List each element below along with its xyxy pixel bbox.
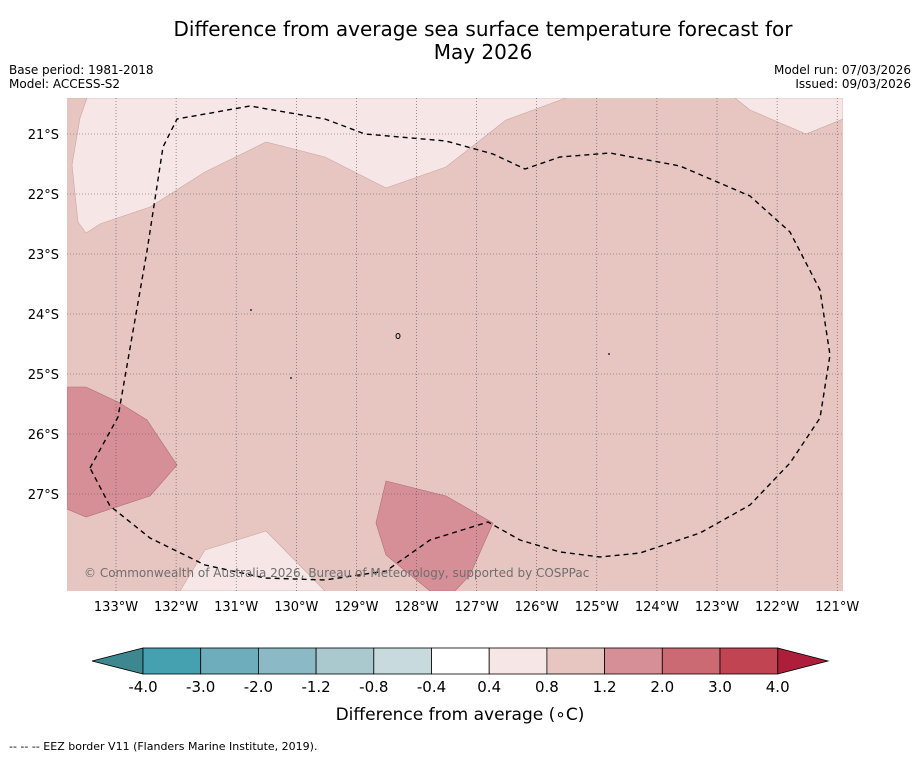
- x-tick-label: 124°W: [635, 600, 679, 615]
- model-run: Model run: 07/03/2026: [773, 63, 911, 77]
- x-tick-label: 122°W: [755, 600, 799, 615]
- x-tick-label: 133°W: [94, 600, 138, 615]
- x-tick-label: 123°W: [695, 600, 739, 615]
- colorbar-tick-label: 4.0: [766, 678, 790, 696]
- y-tick-label: 25°S: [28, 368, 59, 383]
- y-tick-label: 26°S: [28, 428, 59, 443]
- field-light-north-west: [67, 98, 567, 234]
- y-tick-label: 23°S: [28, 248, 59, 263]
- colorbar: [91, 647, 830, 675]
- colorbar-tick-label: -1.2: [301, 678, 330, 696]
- x-axis-labels: 133°W 132°W 131°W 130°W 129°W 128°W 127°W 126°W…: [94, 600, 860, 615]
- colorbar-segment: [661, 647, 721, 675]
- meta-left: Base period: 1981-2018 Model: ACCESS-S2: [9, 63, 154, 91]
- colorbar-segment: [315, 647, 375, 675]
- colorbar-segment: [373, 647, 432, 675]
- colorbar-title: Difference from average (∘C): [336, 705, 585, 725]
- x-tick-label: 128°W: [394, 600, 438, 615]
- colorbar-segment: [142, 647, 202, 675]
- title-line-1: Difference from average sea surface temp…: [173, 17, 793, 41]
- x-tick-label: 127°W: [455, 600, 499, 615]
- x-tick-label: 126°W: [515, 600, 559, 615]
- colorbar-tick-label: -2.0: [244, 678, 273, 696]
- colorbar-tick-label: 0.8: [535, 678, 559, 696]
- map-area: © Commonwealth of Australia 2026, Bureau…: [67, 98, 843, 591]
- islands: [250, 309, 610, 379]
- colorbar-tick-label: 1.2: [593, 678, 617, 696]
- colorbar-segment: [488, 647, 548, 675]
- colorbar-tick-label: -3.0: [186, 678, 215, 696]
- colorbar-segment: [604, 647, 663, 675]
- x-tick-label: 125°W: [575, 600, 619, 615]
- y-axis-labels: 21°S 22°S 23°S 24°S 25°S 26°S 27°S: [28, 128, 59, 503]
- x-tick-label: 132°W: [154, 600, 198, 615]
- colorbar-labels: -4.0 -3.0 -2.0 -1.2 -0.8 -0.4 0.4 0.8 1.2 2.0 3.0 4…: [128, 678, 789, 696]
- y-tick-label: 21°S: [28, 128, 59, 143]
- x-tick-label: 130°W: [274, 600, 318, 615]
- meta-right: Model run: 07/03/2026 Issued: 09/03/2026: [774, 63, 911, 91]
- field-warm-south: [375, 480, 494, 591]
- base-period: Base period: 1981-2018: [9, 63, 154, 77]
- x-tick-label: 131°W: [214, 600, 258, 615]
- colorbar-under-arrow: [91, 647, 144, 675]
- colorbar-segment: [431, 647, 490, 675]
- colorbar-segment: [546, 647, 606, 675]
- colorbar-segment: [719, 647, 779, 675]
- field-light-north-east: [734, 98, 843, 135]
- y-tick-label: 27°S: [28, 488, 59, 503]
- island: [290, 377, 292, 379]
- colorbar-segment: [200, 647, 259, 675]
- model-name: Model: ACCESS-S2: [9, 77, 121, 91]
- x-tick-label: 121°W: [815, 600, 859, 615]
- x-tick-label: 129°W: [334, 600, 378, 615]
- gridlines: [67, 98, 843, 591]
- colorbar-tick-label: 0.4: [477, 678, 501, 696]
- anomaly-fields: [67, 98, 843, 591]
- y-tick-label: 24°S: [28, 308, 59, 323]
- island: [250, 309, 252, 311]
- eez-footnote: -- -- -- EEZ border V11 (Flanders Marine…: [9, 740, 318, 753]
- colorbar-tick-label: 2.0: [650, 678, 674, 696]
- field-light-south-west: [179, 530, 326, 591]
- y-tick-label: 22°S: [28, 188, 59, 203]
- issued-date: Issued: 09/03/2026: [795, 77, 911, 91]
- colorbar-tick-label: -0.4: [417, 678, 446, 696]
- island: [395, 333, 401, 339]
- chart-title: Difference from average sea surface temp…: [140, 18, 826, 64]
- field-warm-west: [67, 386, 178, 518]
- title-line-2: May 2026: [433, 40, 533, 64]
- colorbar-over-arrow: [777, 647, 830, 675]
- eez-border: [89, 105, 831, 581]
- island: [608, 353, 610, 355]
- colorbar-tick-label: -0.8: [359, 678, 388, 696]
- colorbar-tick-label: -4.0: [128, 678, 157, 696]
- colorbar-tick-label: 3.0: [708, 678, 732, 696]
- copyright-text: © Commonwealth of Australia 2026, Bureau…: [84, 566, 589, 580]
- colorbar-segment: [257, 647, 317, 675]
